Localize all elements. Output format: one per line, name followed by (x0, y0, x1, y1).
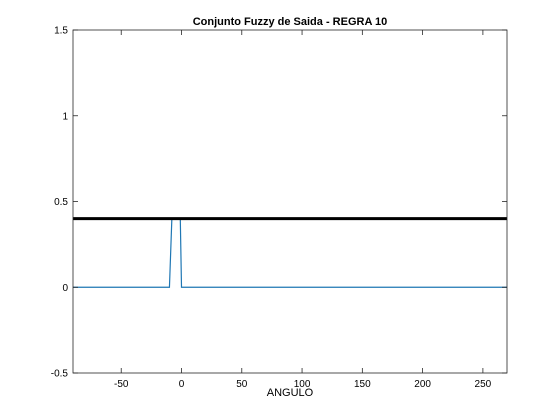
x-tick-label: 250 (475, 379, 492, 390)
y-tick-label: 0.5 (54, 197, 68, 208)
x-axis-label: ANGULO (267, 387, 314, 399)
x-tick-label: 150 (354, 379, 371, 390)
y-tick-label: 1 (62, 111, 68, 122)
x-tick-label: -50 (114, 379, 129, 390)
chart-title: Conjunto Fuzzy de Saida - REGRA 10 (193, 16, 388, 28)
x-tick-label: 50 (236, 379, 248, 390)
y-tick-label: 0 (62, 283, 68, 294)
y-tick-label: -0.5 (51, 369, 69, 380)
plot-area: -50 0 50 100 150 200 250 -0.5 0 0.5 1 1.5 (51, 26, 508, 390)
y-tick-label: 1.5 (54, 26, 68, 37)
x-tick-label: 200 (414, 379, 431, 390)
x-tick-label: 0 (179, 379, 185, 390)
x-tick-label: 100 (294, 379, 311, 390)
